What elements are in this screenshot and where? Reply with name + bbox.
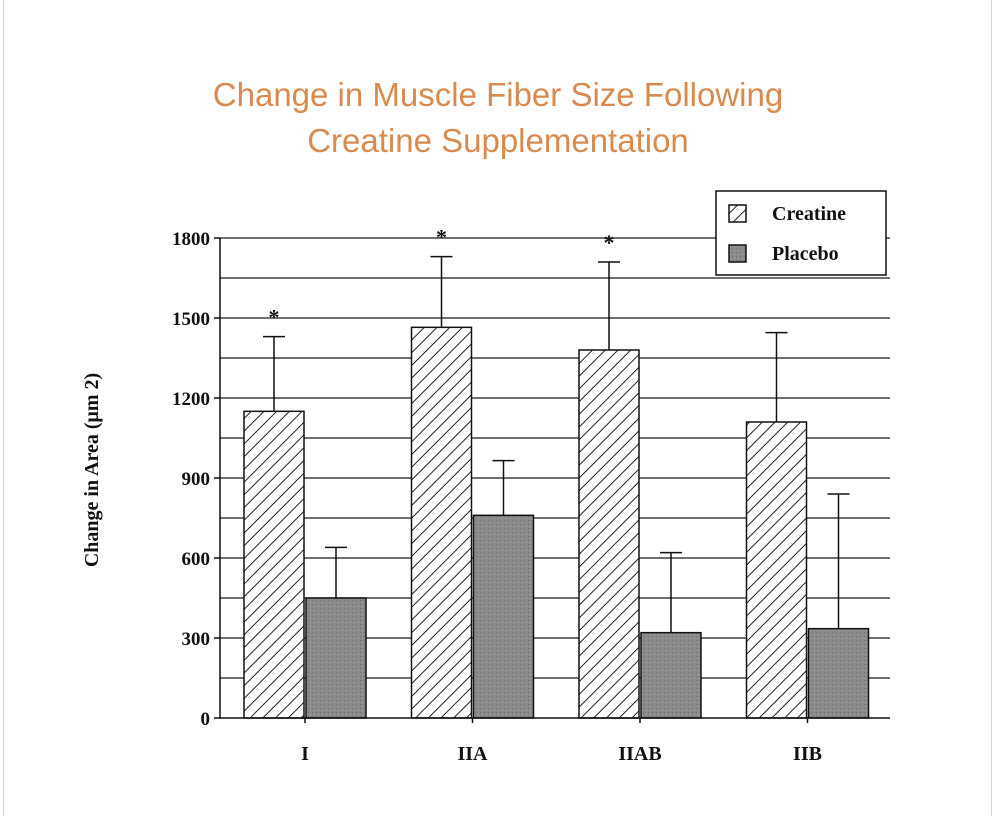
axes xyxy=(214,237,890,723)
x-tick-label: IIAB xyxy=(618,743,661,765)
legend-swatch-creatine xyxy=(728,204,747,223)
placebo-bar-iia xyxy=(472,514,535,719)
legend-label-placebo: Placebo xyxy=(772,243,839,265)
legend-swatch-placebo xyxy=(728,244,747,263)
significance-star: * xyxy=(269,305,280,330)
significance-star: * xyxy=(436,225,447,250)
placebo-bar-iib xyxy=(807,627,870,719)
placebo-bar-iiab xyxy=(640,631,702,719)
placebo-bar-i xyxy=(305,597,367,719)
x-tick-label: IIA xyxy=(457,743,488,765)
chart-title-line-1: Change in Muscle Fiber Size Following xyxy=(212,76,784,113)
figure-frame xyxy=(3,0,992,816)
y-tick-label: 0 xyxy=(201,709,211,730)
creatine-bar-iia xyxy=(410,326,473,719)
y-tick-label: 900 xyxy=(182,469,211,490)
legend-label-creatine: Creatine xyxy=(772,203,846,225)
y-tick-label: 1800 xyxy=(172,229,210,250)
error-bars xyxy=(263,255,850,633)
chart-title-line-2: Creatine Supplementation xyxy=(307,122,689,159)
x-tick-label: I xyxy=(301,743,309,765)
bars xyxy=(243,326,870,719)
axis-labels: 0 300 600 900 1200 1500 1800 Change in Area (μm… xyxy=(81,229,822,765)
x-tick-label: IIB xyxy=(793,743,822,765)
significance-markers: * * * xyxy=(269,225,615,330)
chart-title: Change in Muscle Fiber Size Following Cr… xyxy=(0,72,996,164)
y-axis-label: Change in Area (μm 2) xyxy=(81,373,103,567)
y-tick-label: 1200 xyxy=(172,389,210,410)
creatine-bar-i xyxy=(243,410,305,719)
y-tick-label: 600 xyxy=(182,549,211,570)
significance-star: * xyxy=(604,230,615,255)
y-tick-label: 1500 xyxy=(172,309,210,330)
creatine-bar-iiab xyxy=(578,349,640,719)
y-tick-label: 300 xyxy=(182,629,211,650)
legend: Creatine Placebo xyxy=(715,190,887,276)
creatine-bar-iib xyxy=(745,421,808,719)
